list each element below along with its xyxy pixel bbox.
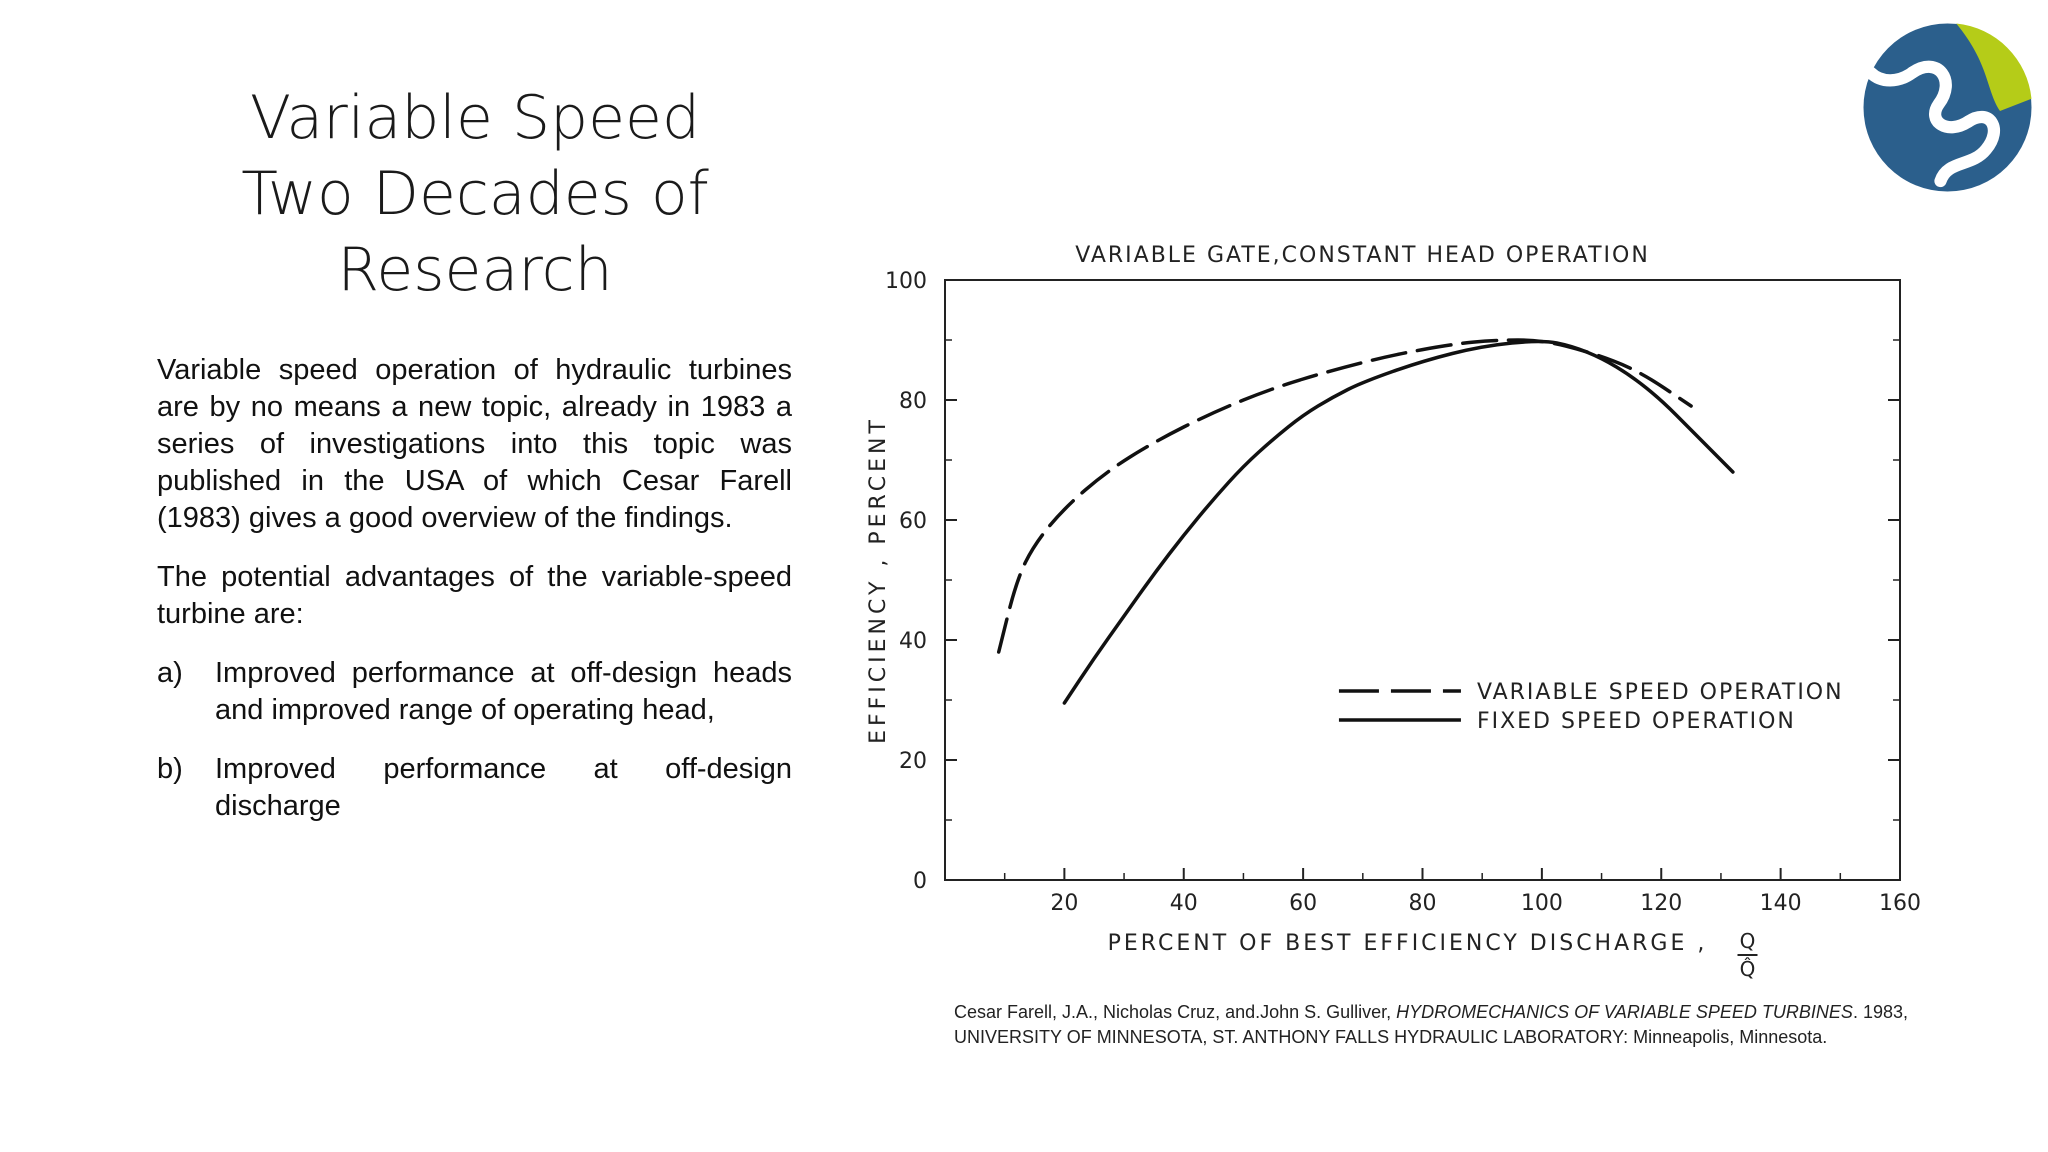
y-tick-label: 20 — [899, 749, 927, 774]
y-tick-label: 0 — [913, 869, 927, 894]
x-tick-label: 100 — [1521, 891, 1563, 916]
x-tick-label: 80 — [1409, 891, 1437, 916]
paragraph-intro: Variable speed operation of hydraulic tu… — [157, 354, 792, 534]
y-tick-label: 40 — [899, 629, 927, 654]
list-marker: b) — [157, 753, 183, 785]
legend-label: VARIABLE SPEED OPERATION — [1477, 680, 1844, 705]
plot-frame — [944, 279, 1901, 881]
list-marker: a) — [157, 657, 183, 689]
legend-label: FIXED SPEED OPERATION — [1477, 709, 1796, 734]
list-item: a) Improved performance at off-design he… — [157, 655, 792, 729]
x-tick-label: 160 — [1879, 891, 1921, 916]
x-axis-label: PERCENT OF BEST EFFICIENCY DISCHARGE , — [1108, 931, 1708, 956]
x-label-fraction-num: Q — [1740, 929, 1756, 953]
x-tick-label: 40 — [1170, 891, 1198, 916]
chart: 0 20 40 60 80 100 20 40 60 80 100 120 140 160 VARIABLE… — [866, 243, 1921, 981]
x-tick-label: 140 — [1760, 891, 1802, 916]
list-text: Improved performance at off-design heads… — [215, 657, 792, 726]
x-tick-label: 60 — [1289, 891, 1317, 916]
title-line-3: Research — [337, 235, 613, 305]
series-line-variable-speed — [996, 338, 1693, 654]
logo-icon — [1863, 23, 2032, 192]
y-tick-label: 80 — [899, 389, 927, 414]
page-title: Variable Speed Two Decades of Research — [150, 80, 800, 308]
x-tick-label: 120 — [1640, 891, 1682, 916]
paragraph-advantages: The potential advantages of the variable… — [157, 561, 792, 630]
chart-title: VARIABLE GATE,CONSTANT HEAD OPERATION — [1075, 243, 1650, 268]
title-line-2: Two Decades of — [241, 159, 709, 229]
citation: Cesar Farell, J.A., Nicholas Cruz, and.J… — [954, 1000, 1914, 1050]
y-tick-label: 60 — [899, 509, 927, 534]
title-line-1: Variable Speed — [249, 83, 701, 153]
body-text: Variable speed operation of hydraulic tu… — [157, 352, 792, 847]
series-line-fixed-speed — [1062, 339, 1735, 705]
y-tick-label: 100 — [885, 269, 927, 294]
citation-rest: . 1983, UNIVERSITY OF MINNESOTA, ST. ANT… — [954, 1002, 1908, 1047]
list-text: Improved performance at off-design disch… — [215, 753, 792, 822]
y-axis-label: EFFICIENCY , PERCENT — [866, 416, 891, 744]
x-tick-label: 20 — [1050, 891, 1078, 916]
list-item: b) Improved performance at off-design di… — [157, 751, 792, 825]
citation-title: HYDROMECHANICS OF VARIABLE SPEED TURBINE… — [1396, 1002, 1853, 1022]
citation-authors: Cesar Farell, J.A., Nicholas Cruz, and.J… — [954, 1002, 1397, 1022]
x-label-fraction-den: Q̂ — [1740, 957, 1756, 981]
